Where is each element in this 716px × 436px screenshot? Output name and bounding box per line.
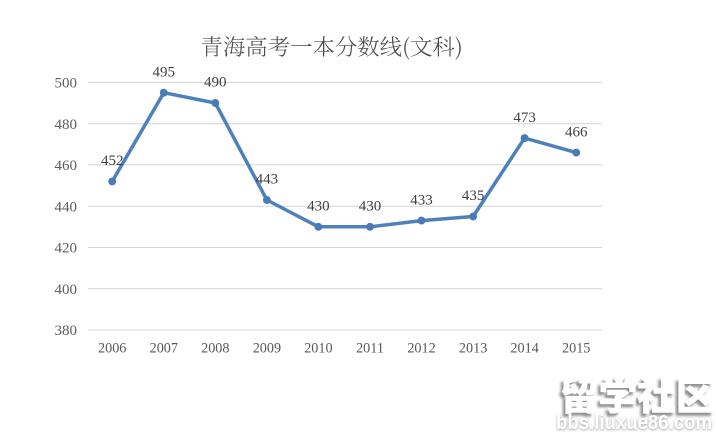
svg-text:2007: 2007 xyxy=(150,341,178,357)
svg-text:435: 435 xyxy=(462,188,485,204)
svg-text:2014: 2014 xyxy=(510,341,538,357)
svg-text:2010: 2010 xyxy=(304,341,332,357)
svg-text:380: 380 xyxy=(55,323,78,339)
svg-text:480: 480 xyxy=(55,117,78,133)
svg-text:2008: 2008 xyxy=(201,341,229,357)
svg-text:420: 420 xyxy=(55,241,78,257)
svg-text:443: 443 xyxy=(256,172,279,188)
svg-text:400: 400 xyxy=(55,282,78,298)
svg-text:490: 490 xyxy=(204,75,227,91)
svg-text:500: 500 xyxy=(55,76,78,92)
svg-text:460: 460 xyxy=(55,158,78,174)
svg-text:495: 495 xyxy=(153,64,176,80)
svg-text:430: 430 xyxy=(307,199,330,215)
svg-text:2013: 2013 xyxy=(459,341,487,357)
svg-text:466: 466 xyxy=(565,124,588,140)
svg-text:bbs.liuxue86.com: bbs.liuxue86.com xyxy=(556,412,712,435)
svg-text:2009: 2009 xyxy=(253,341,281,357)
svg-text:2006: 2006 xyxy=(98,341,126,357)
svg-text:2012: 2012 xyxy=(407,341,435,357)
svg-text:2011: 2011 xyxy=(356,341,384,357)
svg-text:bbs.liuxue86.com: bbs.liuxue86.com xyxy=(556,411,712,434)
svg-text:440: 440 xyxy=(55,199,78,215)
svg-text:2015: 2015 xyxy=(562,341,590,357)
svg-text:473: 473 xyxy=(513,110,536,126)
svg-text:433: 433 xyxy=(410,192,433,208)
svg-text:430: 430 xyxy=(359,199,382,215)
svg-text:452: 452 xyxy=(101,153,124,169)
